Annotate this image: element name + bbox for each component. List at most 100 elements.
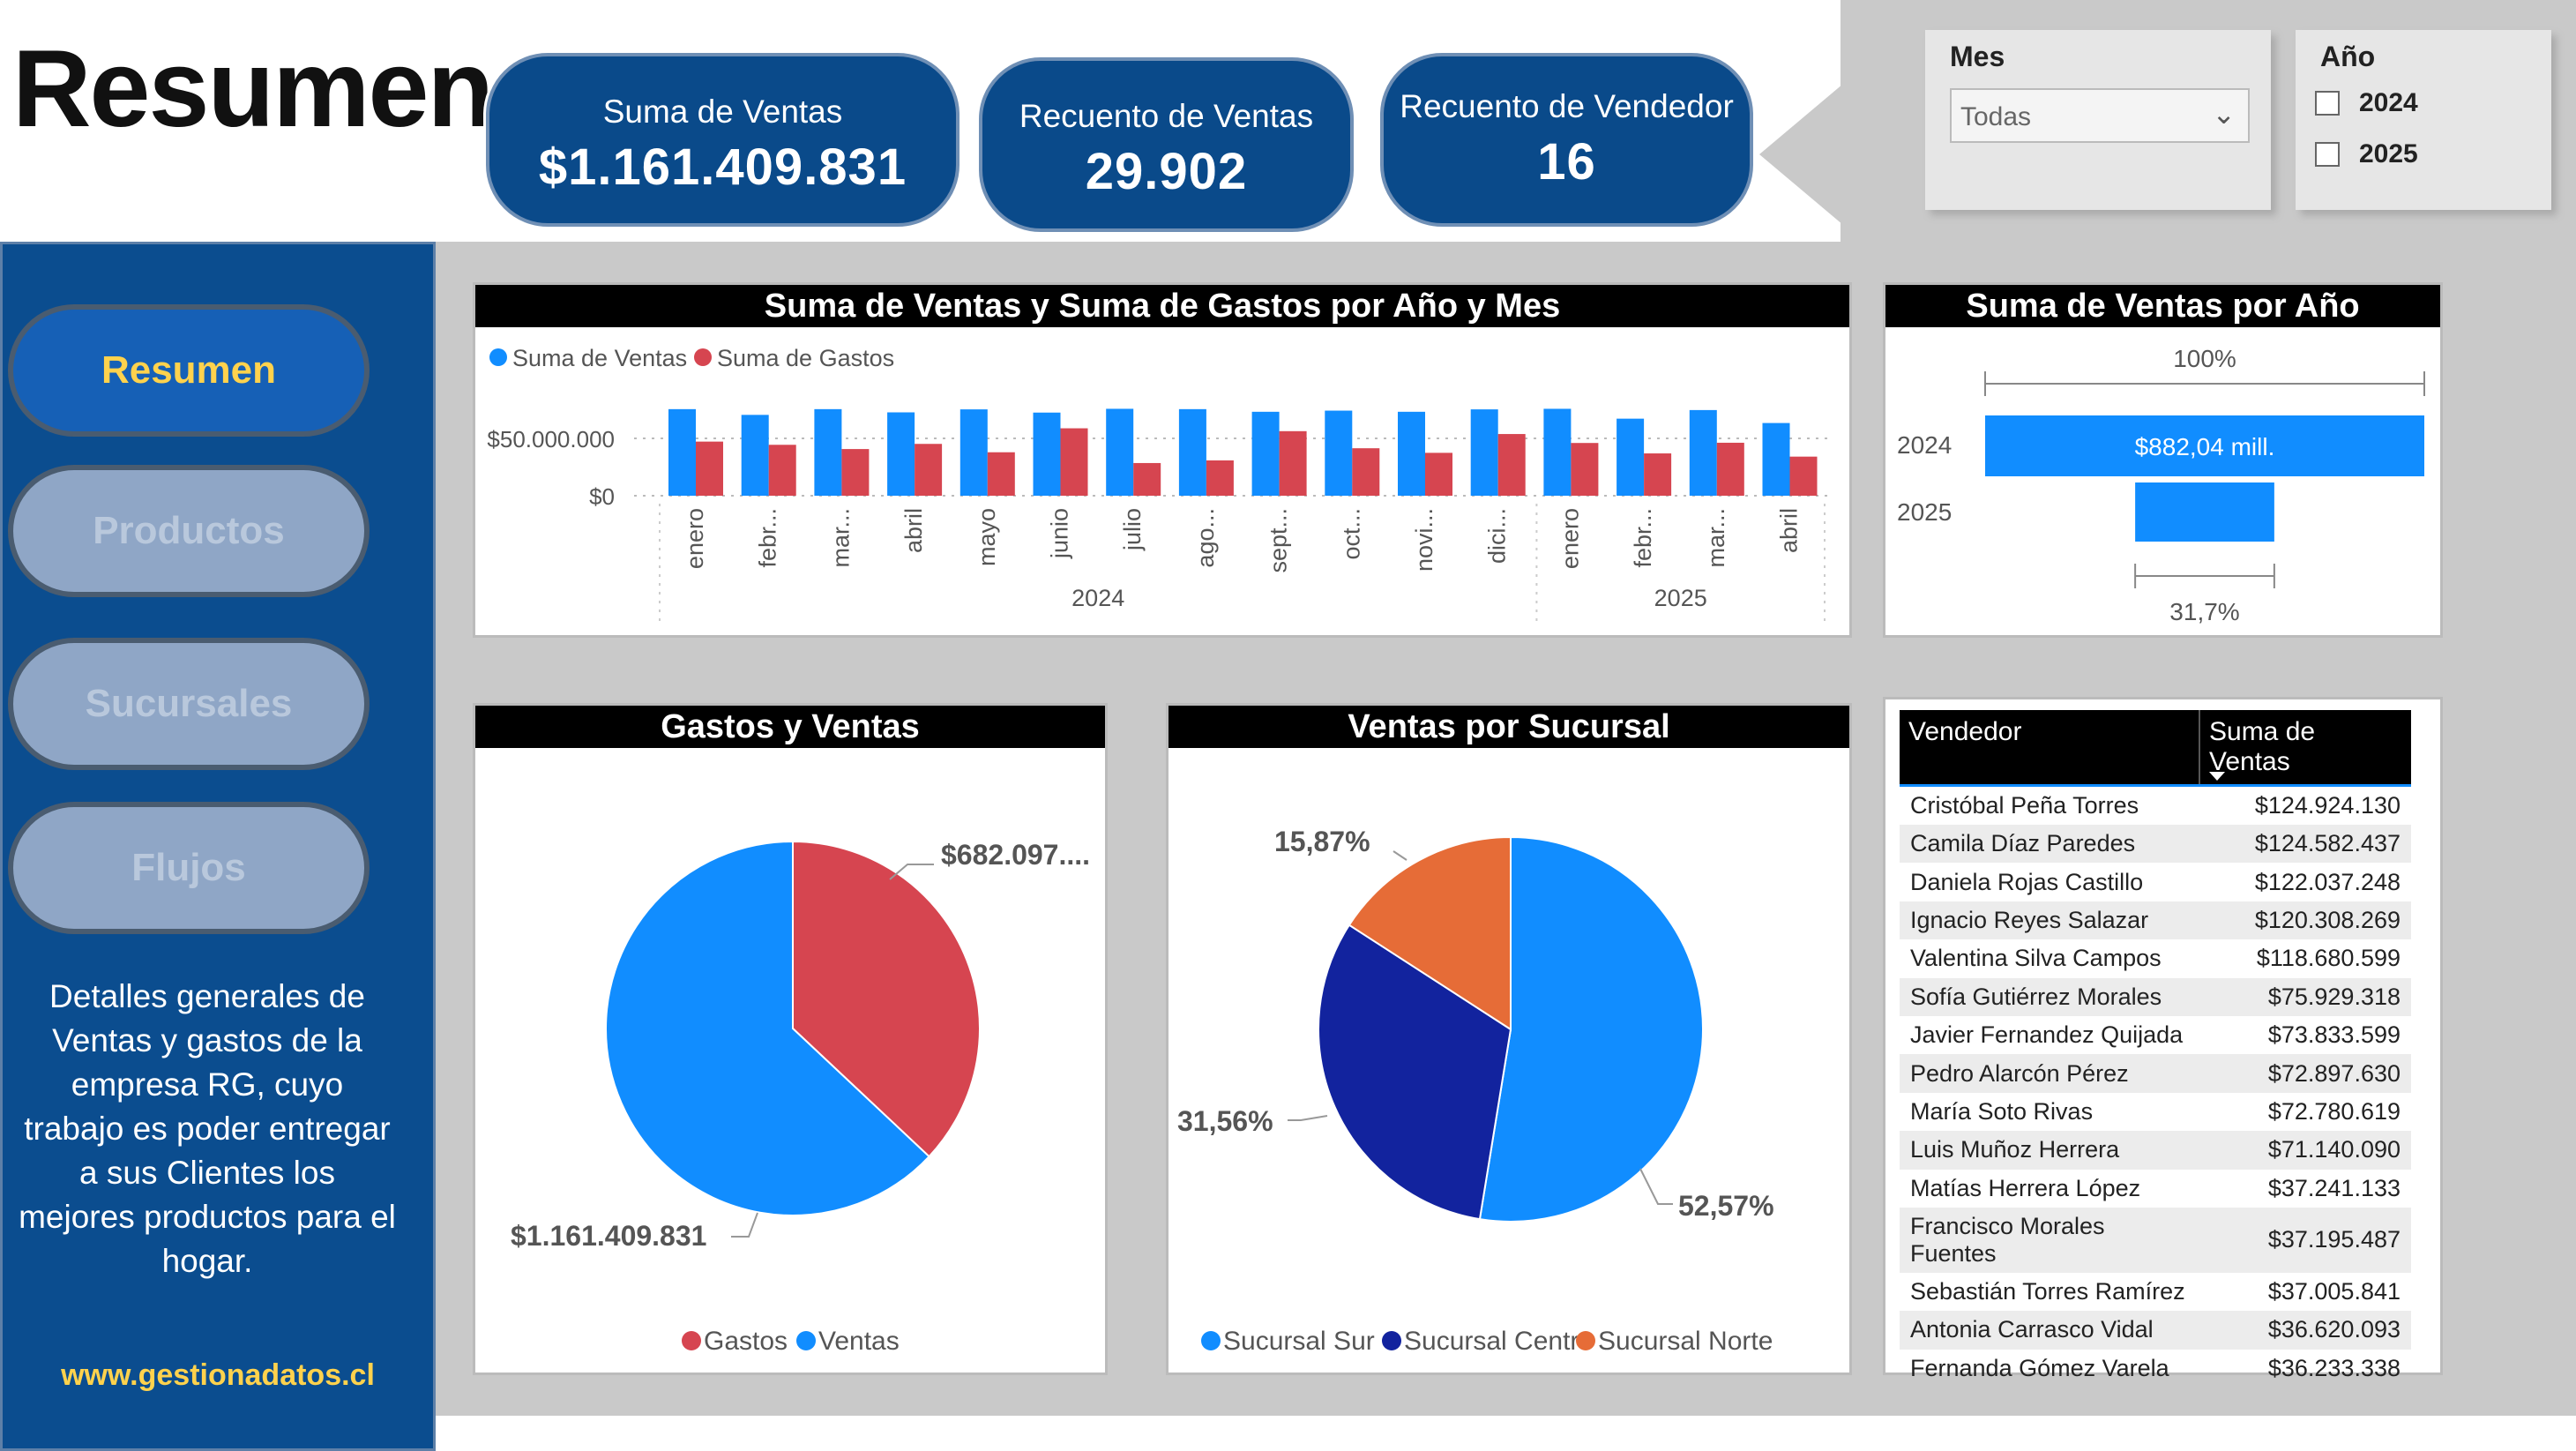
ventas-cell: $118.680.599: [2256, 945, 2401, 972]
table-row[interactable]: Fernanda Gómez Varela $36.233.338: [1900, 1350, 2411, 1387]
x-tick-label: abril: [1776, 508, 1803, 553]
bar-ventas: [887, 412, 915, 496]
table-row[interactable]: Cristóbal Peña Torres $124.924.130: [1900, 786, 2411, 826]
kpi-card-recuento-ventas: Recuento de Ventas 29.902: [979, 57, 1354, 232]
website-link[interactable]: www.gestionadatos.cl: [61, 1358, 375, 1392]
filter-pointer: [1759, 84, 1843, 225]
table-row[interactable]: Camila Díaz Paredes $124.582.437: [1900, 825, 2411, 864]
vendedor-table-panel: Vendedor Suma de Ventas Cristóbal Peña T…: [1883, 697, 2443, 1381]
mes-dropdown[interactable]: Todas ⌄: [1950, 88, 2250, 143]
vendedor-cell: Ignacio Reyes Salazar: [1900, 901, 2199, 940]
ventas-cell: $37.241.133: [2267, 1174, 2401, 1201]
table-row[interactable]: Ignacio Reyes Salazar $120.308.269: [1900, 901, 2411, 940]
vendedor-cell: Francisco Morales Fuentes: [1900, 1207, 2199, 1273]
bar-ventas: [1470, 409, 1498, 496]
x-tick-label: dici...: [1484, 508, 1511, 564]
nav-button-sucursales[interactable]: Sucursales: [8, 638, 370, 770]
slicer-title: Año: [2320, 41, 2376, 72]
chart-title: Ventas por Sucursal: [1169, 706, 1849, 748]
legend-label: Suma de Ventas: [512, 345, 687, 371]
table-row[interactable]: Sebastián Torres Ramírez $37.005.841: [1900, 1273, 2411, 1311]
bar-ventas: [741, 415, 769, 496]
table-row[interactable]: Sofía Gutiérrez Morales $75.929.318: [1900, 977, 2411, 1016]
ventas-cell: $124.924.130: [2254, 792, 2401, 819]
checkbox-icon[interactable]: [2315, 142, 2340, 167]
kpi-value: 29.902: [1085, 143, 1248, 200]
ventas-cell: $72.897.630: [2199, 1054, 2411, 1093]
year-label: 2024: [1071, 585, 1124, 611]
vendedor-table: Vendedor Suma de Ventas Cristóbal Peña T…: [1900, 710, 2411, 1387]
nav-button-flujos[interactable]: Flujos: [8, 802, 370, 934]
ventas-cell: $75.929.318: [2199, 977, 2411, 1016]
chart-title: Suma de Ventas y Suma de Gastos por Año …: [475, 285, 1849, 327]
checkbox-2024[interactable]: 2024: [2315, 88, 2418, 118]
table-row[interactable]: María Soto Rivas $72.780.619: [1900, 1093, 2411, 1131]
bar-2024: [1985, 415, 2424, 476]
ventas-cell: $37.005.841: [2267, 1278, 2401, 1305]
top-label: 100%: [2173, 345, 2236, 372]
table-row[interactable]: Valentina Silva Campos $118.680.599: [1900, 939, 2411, 977]
x-tick-label: febr...: [755, 508, 781, 568]
checkbox-label: 2025: [2359, 139, 2418, 168]
column-header-vendedor[interactable]: Vendedor: [1900, 710, 2199, 787]
bar-ventas: [1762, 423, 1790, 496]
leader-line: [1393, 850, 1407, 861]
chart-title: Gastos y Ventas: [475, 706, 1105, 748]
ventas-gastos-bar-chart: Suma de Ventas y Suma de Gastos por Año …: [473, 282, 1852, 638]
vendedor-cell: Fernanda Gómez Varela: [1910, 1354, 2169, 1381]
vendedor-cell: Camila Díaz Paredes: [1900, 825, 2199, 864]
pie-chart-svg: $682.097.... $1.161.409.831 Gastos Ventas: [511, 839, 1090, 1356]
vendedor-cell: Daniela Rojas Castillo: [1910, 868, 2144, 895]
leader-line: [1288, 1115, 1328, 1121]
y-tick-label: $50.000.000: [487, 426, 615, 453]
bar-ventas: [1617, 418, 1645, 496]
bar-ventas: [1251, 411, 1280, 496]
nav-button-productos[interactable]: Productos: [8, 465, 370, 597]
table-row[interactable]: Matías Herrera López $37.241.133: [1900, 1170, 2411, 1208]
table-row[interactable]: Pedro Alarcón Pérez $72.897.630: [1900, 1054, 2411, 1093]
ventas-cell: $122.037.248: [2254, 868, 2401, 895]
pie-slice-gastos: [792, 840, 981, 1158]
table-row[interactable]: Daniela Rojas Castillo $122.037.248: [1900, 863, 2411, 901]
legend-icon: [796, 1331, 816, 1350]
ventas-cell: $73.833.599: [2267, 1021, 2401, 1049]
pie-slice-sucursal-sur: [1478, 835, 1704, 1223]
table-row[interactable]: Javier Fernandez Quijada $73.833.599: [1900, 1016, 2411, 1054]
bar-gastos: [1497, 434, 1526, 496]
kpi-card-recuento-vendedor: Recuento de Vendedor 16: [1380, 53, 1753, 227]
nav-button-resumen[interactable]: Resumen: [8, 304, 370, 437]
pie-slice-ventas: [605, 840, 930, 1216]
x-tick-label: mar...: [1703, 508, 1729, 568]
table-row[interactable]: Luis Muñoz Herrera $71.140.090: [1900, 1131, 2411, 1170]
slice-label: 52,57%: [1678, 1190, 1774, 1222]
dropdown-value: Todas: [1960, 102, 2032, 131]
bar-gastos: [1279, 430, 1307, 496]
slicer-anio: Año 2024 2025: [2296, 30, 2551, 210]
kpi-value: 16: [1537, 133, 1596, 191]
table-row[interactable]: Francisco Morales Fuentes $37.195.487: [1900, 1207, 2411, 1273]
category-label: 2025: [1897, 498, 1952, 526]
x-tick-label: sept...: [1266, 508, 1292, 573]
bar-gastos: [1716, 442, 1744, 496]
legend-label: Sucursal Centro: [1404, 1327, 1594, 1356]
checkbox-icon[interactable]: [2315, 91, 2340, 116]
legend-ventas-icon: [489, 348, 507, 366]
bar-gastos: [915, 444, 943, 496]
ventas-cell: $36.233.338: [2267, 1354, 2401, 1381]
header-label: Suma de Ventas: [2209, 717, 2316, 776]
x-tick-label: enero: [682, 508, 708, 569]
vendedor-cell: Antonia Carrasco Vidal: [1900, 1311, 2199, 1350]
checkbox-2025[interactable]: 2025: [2315, 139, 2418, 169]
x-tick-label: abril: [900, 508, 927, 553]
slice-label: $682.097....: [941, 839, 1090, 871]
ventas-cell: $37.195.487: [2199, 1207, 2411, 1273]
column-header-suma-ventas[interactable]: Suma de Ventas: [2199, 710, 2411, 787]
legend-icon: [1201, 1331, 1221, 1350]
table-row[interactable]: Antonia Carrasco Vidal $36.620.093: [1900, 1311, 2411, 1350]
ventas-cell: $124.582.437: [2199, 825, 2411, 864]
bar-ventas: [959, 409, 988, 496]
vendedor-cell: Javier Fernandez Quijada: [1910, 1021, 2184, 1049]
vendedor-cell: Luis Muñoz Herrera: [1900, 1131, 2199, 1170]
legend-label: Ventas: [818, 1327, 900, 1356]
kpi-label: Suma de Ventas: [602, 93, 843, 130]
